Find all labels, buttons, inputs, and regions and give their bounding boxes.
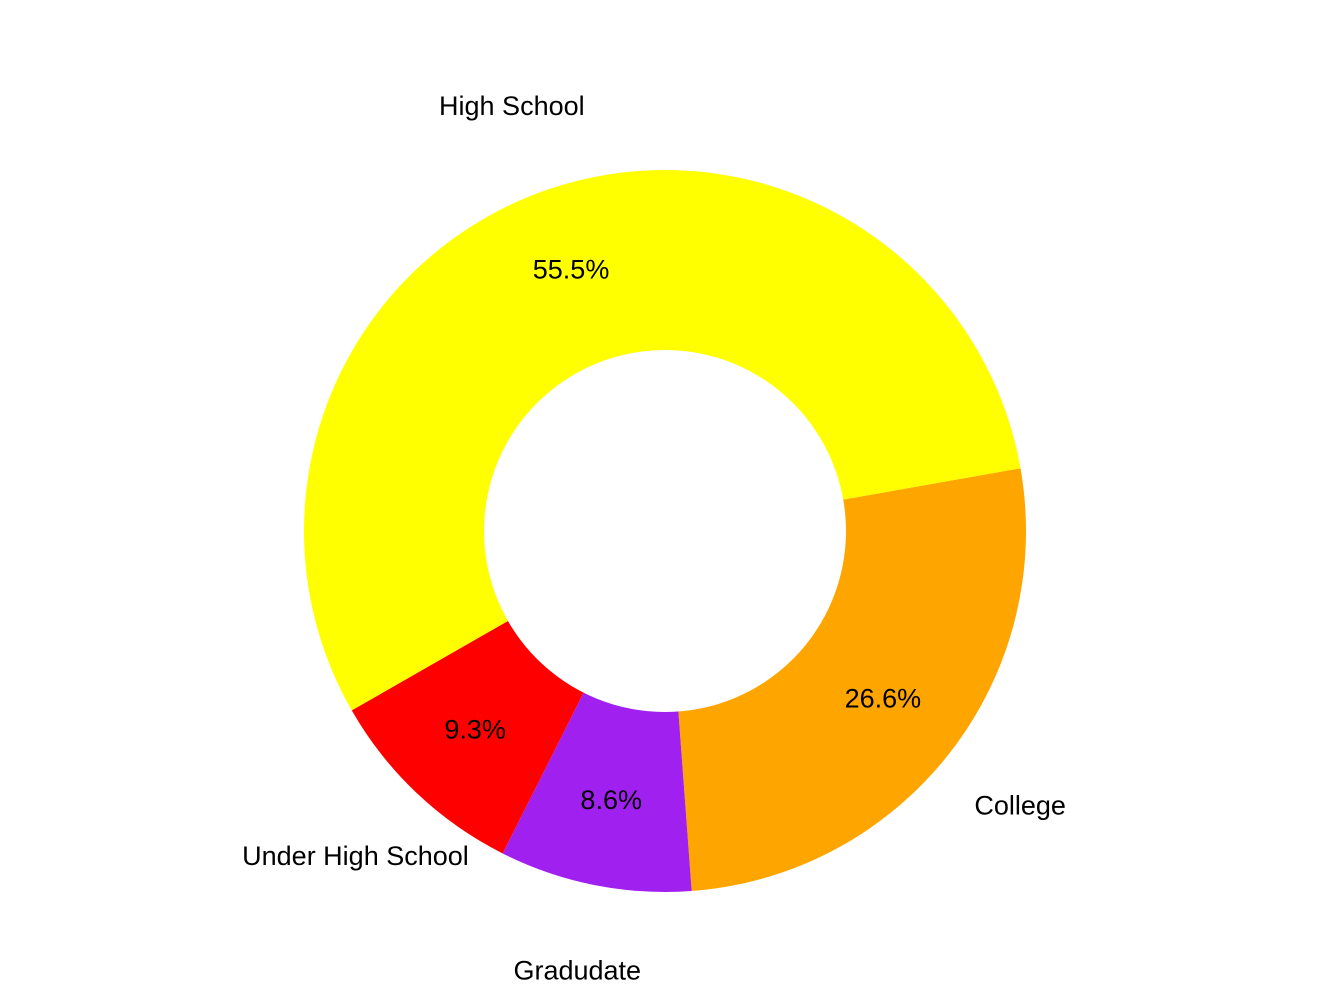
slice-category-label-under-high-school: Under High School: [242, 841, 469, 871]
label-group: 26.6% College 8.6% Gradudate 9.3% Under High …: [242, 91, 1066, 985]
slice-category-label-gradudate: Gradudate: [513, 955, 641, 985]
slice-category-label-high-school: High School: [439, 91, 585, 121]
slice-value-label-under-high-school: 9.3%: [444, 714, 506, 744]
slice-value-label-gradudate: 8.6%: [580, 785, 642, 815]
slice-value-label-college: 26.6%: [845, 684, 922, 714]
slice-category-label-college: College: [974, 790, 1066, 820]
donut-hole: [484, 350, 846, 712]
slice-value-label-high-school: 55.5%: [533, 255, 610, 285]
